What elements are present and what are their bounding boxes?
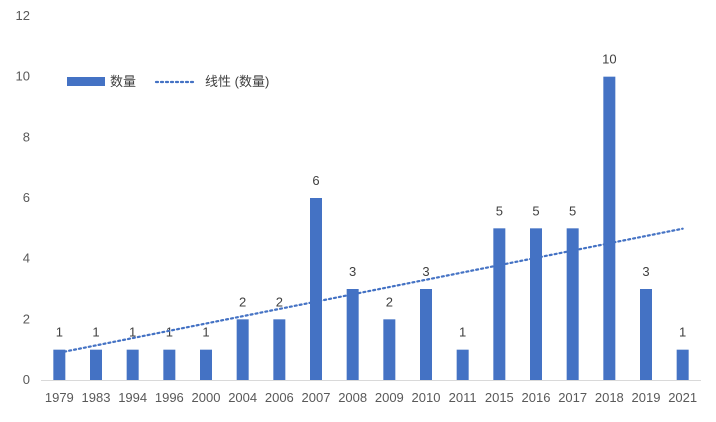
bars [53,76,689,381]
legend: 数量 线性 (数量) [67,74,269,89]
data-label: 2 [239,294,246,309]
data-label: 1 [166,325,173,340]
bar [310,198,322,380]
x-tick-label: 2008 [338,390,367,405]
data-label: 6 [312,173,319,188]
x-tick-label: 2019 [632,390,661,405]
legend-trend-label: 线性 (数量) [205,74,269,89]
y-tick-label: 8 [23,129,30,144]
y-tick-label: 10 [16,69,30,84]
data-label: 1 [202,325,209,340]
data-label: 2 [276,294,283,309]
bar [493,228,506,380]
x-tick-label: 1994 [118,390,147,405]
data-label: 2 [386,294,393,309]
data-label: 10 [602,52,616,67]
x-tick-label: 2000 [192,390,221,405]
data-label: 5 [569,203,576,218]
legend-bar-label: 数量 [110,74,136,89]
data-label: 1 [459,325,466,340]
data-label: 1 [56,325,63,340]
x-tick-label: 2010 [412,390,441,405]
data-label: 1 [129,325,136,340]
y-tick-label: 2 [23,311,30,326]
x-tick-label: 2011 [449,390,477,405]
bar [90,349,102,380]
data-label: 5 [532,203,539,218]
data-labels: 1 1 1 1 1 2 2 6 3 2 3 1 5 5 5 10 3 1 [56,52,687,340]
bar [603,76,616,381]
x-tick-label: 2009 [375,390,404,405]
x-tick-label: 2021 [668,390,697,405]
bar [236,319,249,380]
data-label: 5 [496,203,503,218]
bar [53,349,66,380]
data-label: 3 [422,264,429,279]
legend-bar-swatch [67,77,105,86]
bar [530,228,542,380]
data-label: 3 [642,264,649,279]
x-tick-label: 1979 [45,390,74,405]
x-tick-label: 2004 [228,390,257,405]
x-tick-label: 2016 [522,390,551,405]
bar [566,228,579,380]
x-tick-label: 2007 [302,390,331,405]
bar [383,319,396,380]
x-axis: 1979 1983 1994 1996 2000 2004 2006 2007 2008 2009… [41,380,701,405]
bar [346,289,359,380]
y-tick-label: 12 [16,8,30,23]
y-axis: 0 2 4 6 8 10 12 [16,8,30,387]
y-tick-label: 4 [23,251,30,266]
x-tick-label: 1983 [82,390,111,405]
data-label: 1 [92,325,99,340]
bar [126,349,139,380]
x-tick-label: 2017 [558,390,587,405]
bar [163,349,176,380]
x-tick-label: 2015 [485,390,514,405]
data-label: 1 [679,325,686,340]
x-tick-label: 1996 [155,390,184,405]
bar [640,289,652,380]
trendline [58,227,684,354]
x-tick-label: 2018 [595,390,624,405]
x-tick-label: 2006 [265,390,294,405]
data-label: 3 [349,264,356,279]
bar [200,349,212,380]
bar [273,319,286,380]
y-tick-label: 6 [23,190,30,205]
bar [420,289,432,380]
bar [456,349,469,380]
bar [676,349,689,380]
y-tick-label: 0 [23,372,30,387]
